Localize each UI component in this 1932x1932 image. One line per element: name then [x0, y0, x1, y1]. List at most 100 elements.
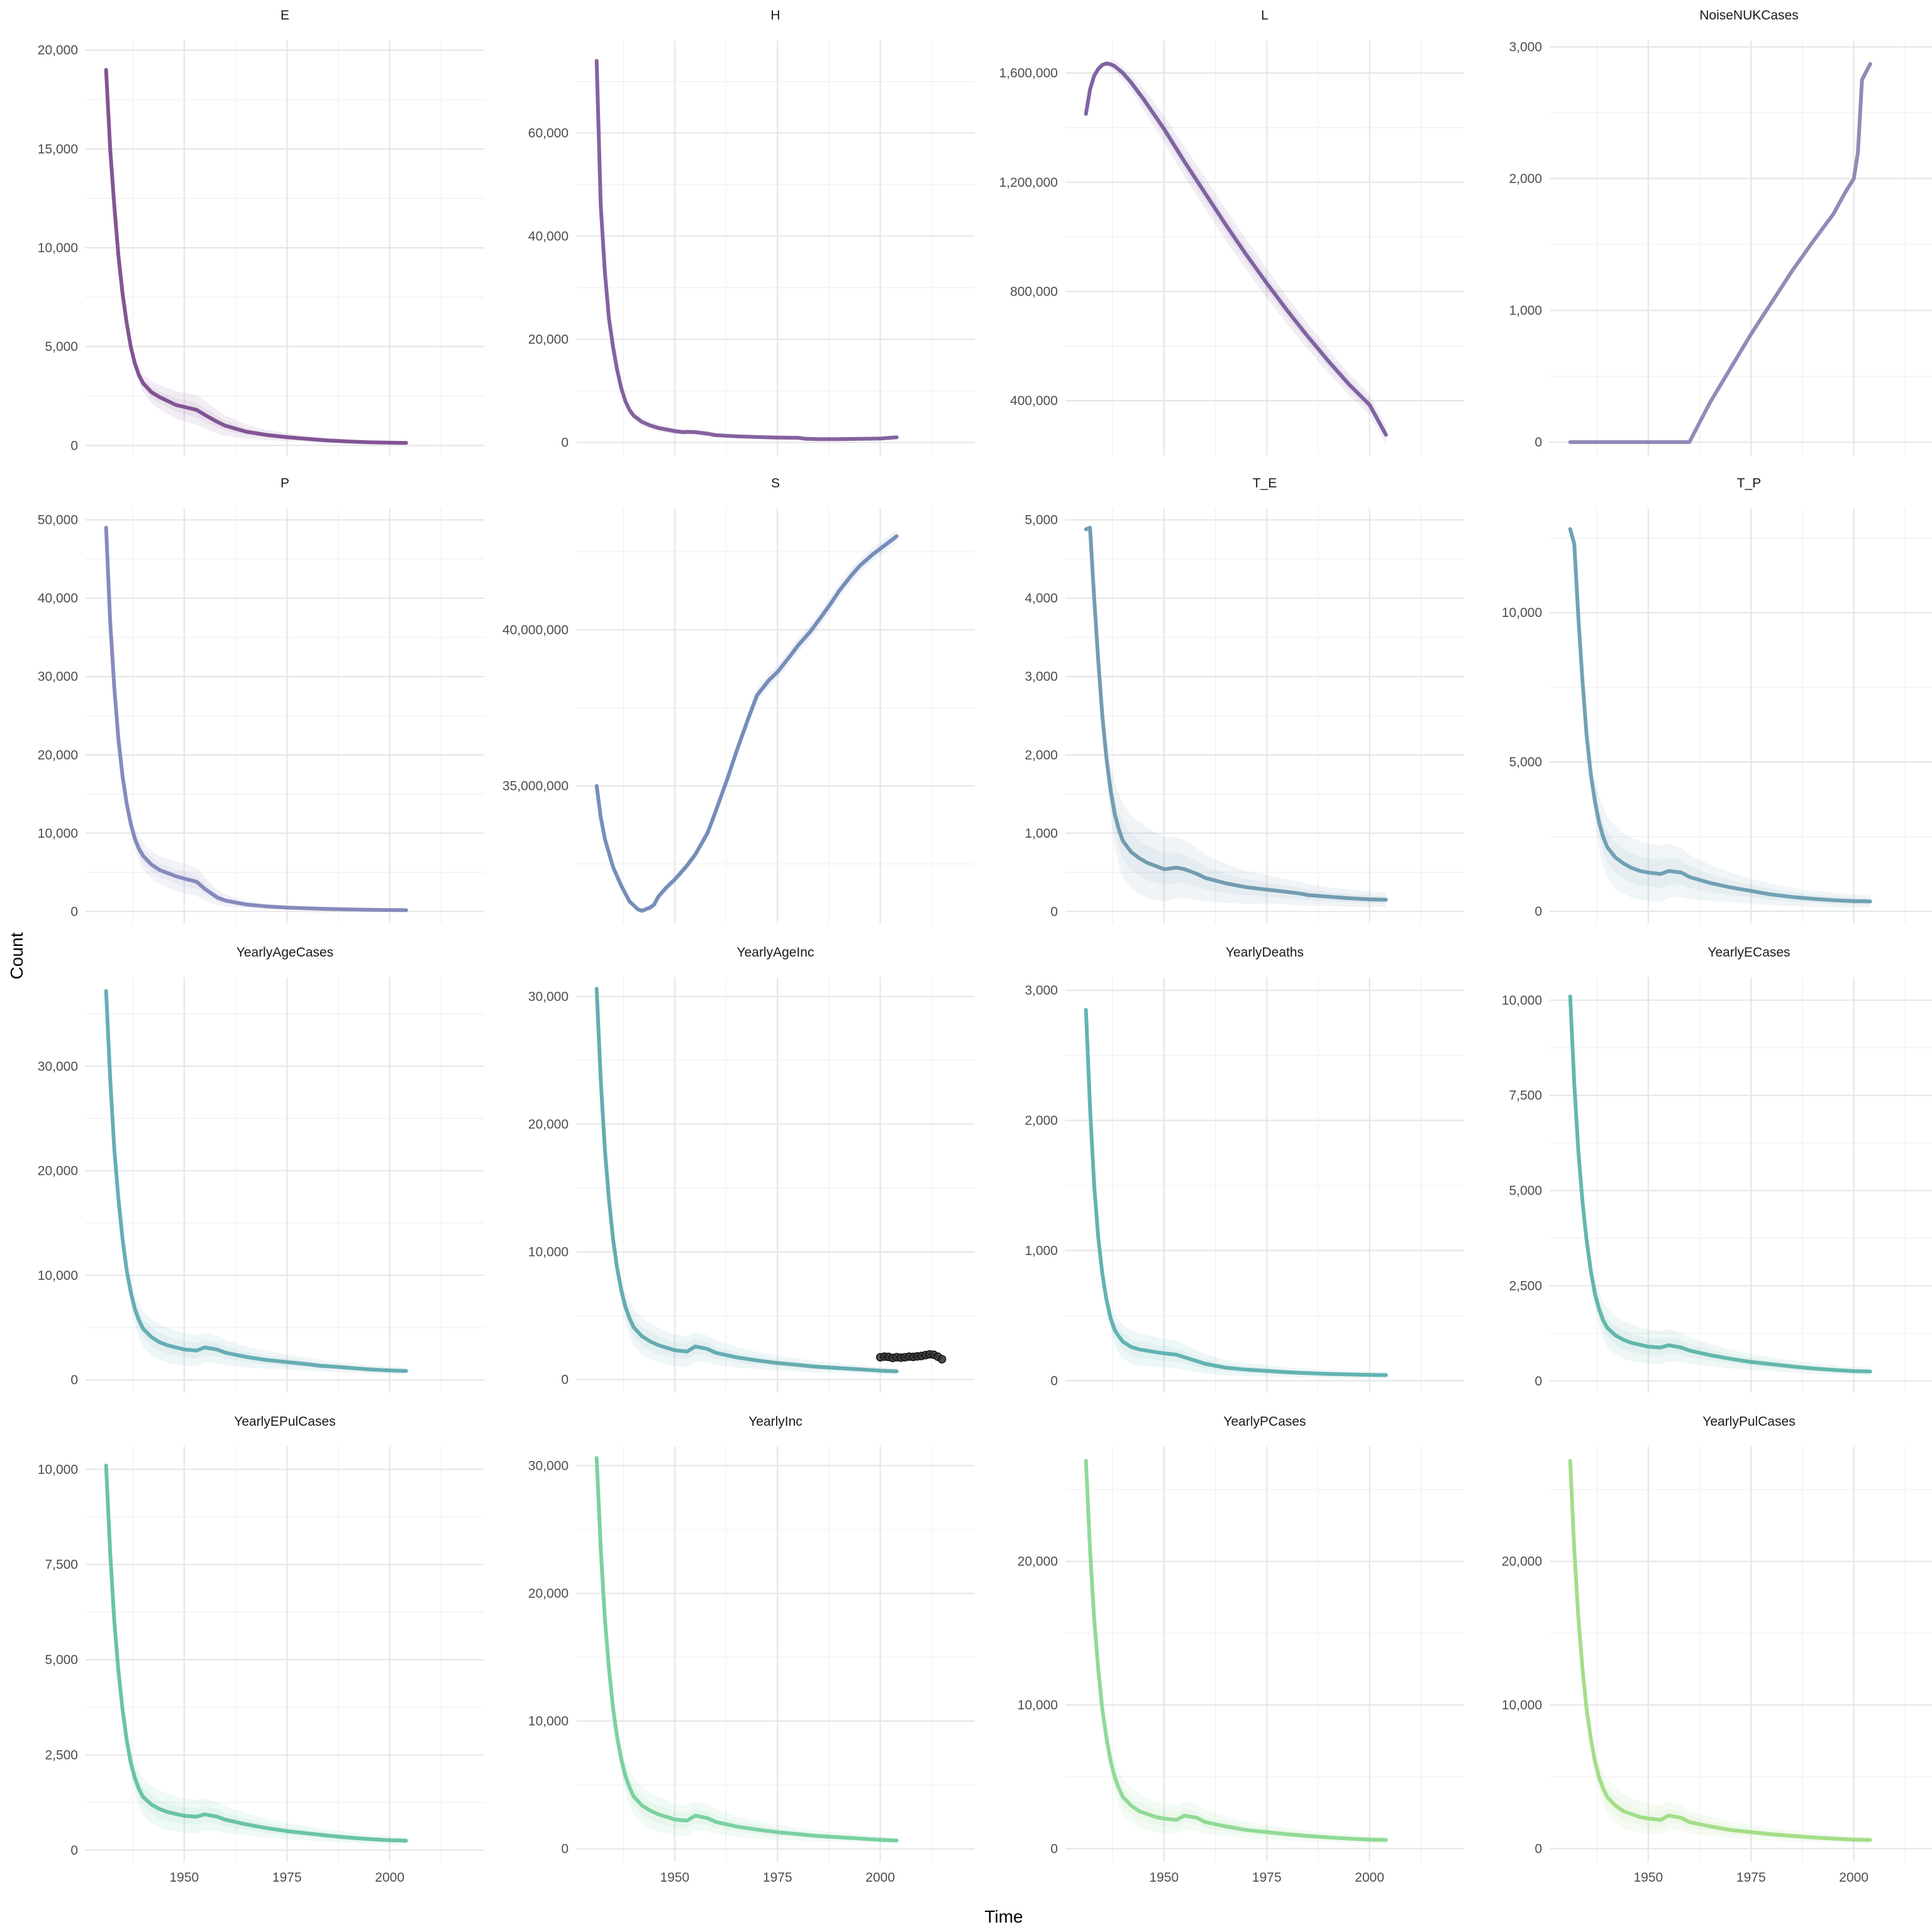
y-tick-label: 0	[561, 1373, 569, 1387]
y-tick-label: 7,500	[45, 1558, 78, 1572]
x-tick-label: 1975	[272, 1870, 302, 1885]
x-tick-label: 2000	[375, 1870, 404, 1885]
y-tick-label: 60,000	[528, 126, 569, 141]
y-tick-label: 3,000	[1024, 670, 1058, 684]
y-tick-label: 50,000	[38, 513, 78, 528]
y-tick-label: 2,000	[1024, 748, 1058, 762]
y-tick-label: 5,000	[1509, 755, 1542, 770]
y-tick-label: 10,000	[38, 826, 78, 841]
facet-panel-yearlypulcases: YearlyPulCases 0 10,000 20,000 1950 1975 2000	[1502, 1414, 1932, 1885]
x-tick-label: 1950	[1150, 1870, 1179, 1885]
series-line-yearlyagecases	[104, 989, 408, 1373]
facet-title-yearlydeaths: YearlyDeaths	[1226, 945, 1304, 960]
facet-panel-noisenukcases: NoiseNUKCases 0 1,000 2,000 3,000	[1509, 8, 1932, 455]
series-line-l	[1084, 61, 1388, 437]
facet-panel-yearlydeaths: YearlyDeaths 0 1,000 2,000 3,000	[1024, 945, 1464, 1392]
y-tick-label: 15,000	[38, 142, 78, 157]
y-tick-label: 40,000,000	[502, 623, 569, 638]
y-tick-label: 0	[70, 1843, 78, 1858]
uncertainty-band-inner	[1085, 62, 1386, 440]
uncertainty-band	[1085, 60, 1386, 445]
facet-panel-yearlyagecases: YearlyAgeCases 0 10,000 20,000 30,000	[38, 945, 484, 1392]
y-tick-label: 0	[1050, 904, 1058, 919]
y-tick-label: 20,000	[38, 1164, 78, 1179]
facet-title-h: H	[770, 8, 780, 23]
y-tick-label: 0	[1050, 1374, 1058, 1388]
y-tick-label: 0	[1535, 435, 1542, 450]
facet-panel-t-e: T_E 0 1,000 2,000 3,000 4,000 5,000	[1024, 476, 1464, 923]
facet-panel-s: S 35,000,000 40,000,000	[502, 476, 975, 923]
y-tick-label: 2,000	[1024, 1114, 1058, 1128]
y-tick-label: 3,000	[1509, 40, 1542, 54]
y-tick-label: 0	[1050, 1841, 1058, 1856]
y-tick-label: 0	[70, 438, 78, 453]
x-tick-label: 2000	[1355, 1870, 1384, 1885]
y-tick-label: 1,200,000	[999, 175, 1058, 190]
series-line-t-e	[1084, 526, 1388, 902]
uncertainty-band	[1085, 1009, 1386, 1379]
facet-title-yearlypcases: YearlyPCases	[1223, 1414, 1306, 1429]
facet-panel-yearlyageinc: YearlyAgeInc 0 10,000 20,000 30,000	[528, 945, 975, 1392]
facet-title-yearlyecases: YearlyECases	[1707, 945, 1790, 960]
facet-title-s: S	[771, 476, 780, 491]
x-axis-title: Time	[984, 1907, 1023, 1926]
y-tick-label: 10,000	[1502, 993, 1542, 1008]
series-line-yearlydeaths	[1084, 1008, 1388, 1377]
y-tick-label: 20,000	[528, 1118, 569, 1132]
x-tick-label: 2000	[865, 1870, 895, 1885]
facet-title-yearlyinc: YearlyInc	[748, 1414, 802, 1429]
series-line-e	[104, 68, 408, 445]
series-line-yearlypulcases	[1568, 1458, 1872, 1842]
y-tick-label: 30,000	[528, 1458, 569, 1473]
facet-title-noisenukcases: NoiseNUKCases	[1699, 8, 1799, 23]
y-tick-label: 10,000	[38, 1269, 78, 1283]
y-tick-label: 40,000	[528, 230, 569, 244]
y-tick-label: 0	[561, 436, 569, 450]
facet-panel-yearlyinc: YearlyInc 0 10,000 20,000 30,000 1950 1975 2000	[528, 1414, 975, 1885]
y-tick-label: 1,000	[1024, 826, 1058, 841]
facet-title-yearlyagecases: YearlyAgeCases	[236, 945, 334, 960]
facet-panel-yearlyecases: YearlyECases 0 2,500 5,000 7,500 10,000	[1502, 945, 1932, 1392]
y-tick-label: 20,000	[1502, 1555, 1542, 1569]
x-tick-label: 1950	[1634, 1870, 1663, 1885]
facet-panel-l: L 400,000 800,000 1,200,000 1,600,000	[999, 8, 1464, 455]
y-tick-label: 30,000	[38, 670, 78, 684]
y-axis-title: Count	[7, 932, 26, 979]
y-tick-label: 0	[561, 1842, 569, 1857]
y-tick-label: 3,000	[1024, 984, 1058, 998]
y-tick-label: 5,000	[1024, 513, 1058, 528]
y-tick-label: 0	[1535, 1841, 1542, 1856]
y-tick-label: 10,000	[1502, 606, 1542, 620]
x-tick-label: 1975	[1252, 1870, 1282, 1885]
y-tick-label: 0	[70, 904, 78, 919]
facet-panel-h: H 0 20,000 40,000 60,000	[528, 8, 975, 455]
facet-title-l: L	[1261, 8, 1269, 23]
facet-panel-yearlypcases: YearlyPCases 0 10,000 20,000 1950 1975 2000	[1018, 1414, 1464, 1885]
facet-panel-p: P 0 10,000 20,000 30,000 40,000 50,000	[38, 476, 484, 923]
y-tick-label: 20,000	[38, 43, 78, 58]
y-tick-label: 5,000	[45, 340, 78, 354]
observed-point	[937, 1355, 947, 1363]
y-tick-label: 800,000	[1010, 284, 1058, 299]
y-tick-label: 10,000	[1018, 1698, 1058, 1713]
y-tick-label: 4,000	[1024, 591, 1058, 606]
y-tick-label: 10,000	[38, 241, 78, 255]
series-line-h	[594, 58, 899, 441]
y-tick-label: 30,000	[38, 1059, 78, 1074]
series-line-yearlyepulcases	[104, 1463, 408, 1843]
y-tick-label: 1,600,000	[999, 66, 1058, 80]
facet-title-yearlyepulcases: YearlyEPulCases	[234, 1414, 335, 1429]
y-tick-label: 10,000	[38, 1462, 78, 1477]
facet-panel-e: E 0 5,000 10,000 15,000 20,000	[38, 8, 484, 455]
y-tick-label: 20,000	[528, 333, 569, 347]
facet-panels: E 0 5,000 10,000 15,000 20,000 H 0 20,000 40,000 6…	[38, 8, 1932, 1885]
y-tick-label: 20,000	[38, 748, 78, 762]
y-tick-label: 400,000	[1010, 394, 1058, 408]
y-tick-label: 7,500	[1509, 1089, 1542, 1103]
series-line-noisenukcases	[1568, 62, 1872, 444]
series-line-yearlyecases	[1568, 994, 1872, 1374]
facet-title-t-e: T_E	[1253, 476, 1277, 491]
facet-title-t-p: T_P	[1737, 476, 1762, 491]
